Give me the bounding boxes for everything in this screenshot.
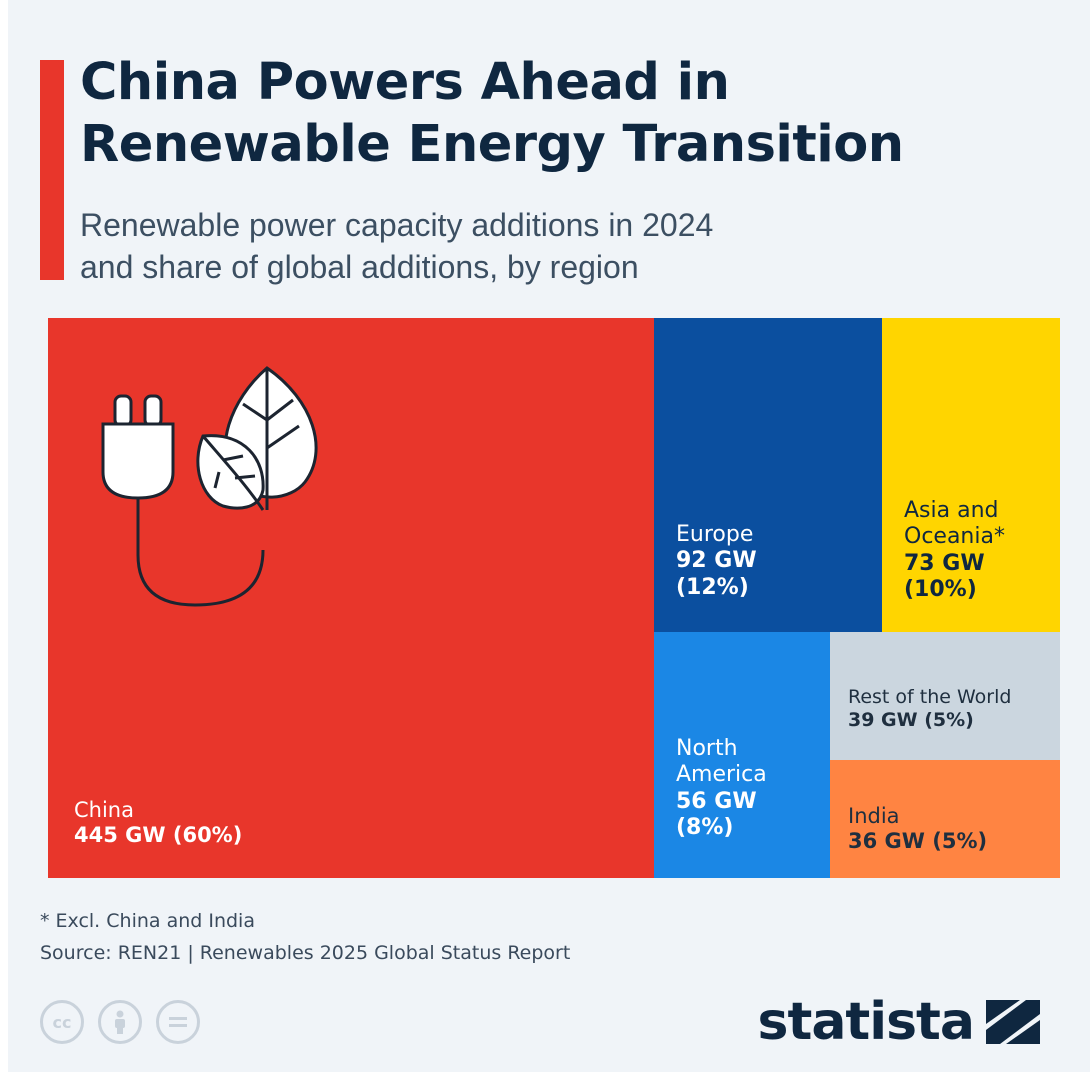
region-value: 56 GW: [676, 788, 757, 814]
license-icons: cc: [40, 1000, 200, 1044]
region-value: (12%): [676, 574, 749, 600]
region-value: 36 GW (5%): [848, 829, 988, 854]
nd-icon[interactable]: [156, 1000, 200, 1044]
region-value: 445 GW (60%): [74, 823, 243, 848]
tile-asia-oceania: Asia and Oceania* 73 GW (10%): [882, 318, 1060, 632]
tile-north-america-label: North America 56 GW (8%): [676, 736, 767, 842]
region-name: Rest of the World: [848, 686, 1012, 708]
region-name: Europe: [676, 522, 754, 547]
tile-india-label: India 36 GW (5%): [848, 804, 987, 854]
tile-north-america: North America 56 GW (8%): [654, 632, 830, 878]
region-name: Asia and: [904, 498, 999, 523]
title-line-1: China Powers Ahead in: [80, 53, 730, 112]
tile-europe: Europe 92 GW (12%): [654, 318, 882, 632]
title-line-2: Renewable Energy Transition: [80, 115, 904, 175]
region-value: (8%): [676, 815, 734, 841]
region-name: China: [74, 798, 134, 822]
footnote-block: * Excl. China and India Source: REN21 | …: [40, 905, 570, 970]
page-title: China Powers Ahead in Renewable Energy T…: [80, 52, 904, 176]
tile-rest-of-world-label: Rest of the World 39 GW (5%): [848, 686, 1011, 732]
region-name: Oceania*: [904, 524, 1005, 550]
region-value: 73 GW: [904, 550, 985, 576]
region-value: 92 GW: [676, 548, 757, 574]
tile-europe-label: Europe 92 GW (12%): [676, 522, 757, 601]
region-value: 39 GW (5%): [848, 708, 974, 731]
region-name: America: [676, 762, 767, 788]
plug-leaf-icon: [101, 366, 318, 607]
region-name: North: [676, 736, 738, 761]
subtitle-line-2: and share of global additions, by region: [80, 248, 639, 285]
tile-rest-of-world: Rest of the World 39 GW (5%): [830, 632, 1060, 760]
brand-name: statista: [757, 992, 975, 1052]
tile-asia-oceania-label: Asia and Oceania* 73 GW (10%): [904, 498, 1005, 604]
by-icon[interactable]: [98, 1000, 142, 1044]
statista-logo-icon: [986, 1000, 1040, 1044]
footnote: * Excl. China and India: [40, 910, 255, 932]
tile-india: India 36 GW (5%): [830, 760, 1060, 878]
statista-brand[interactable]: statista: [758, 992, 1040, 1052]
source-note: Source: REN21 | Renewables 2025 Global S…: [40, 942, 571, 965]
tile-china-label: China 445 GW (60%): [74, 798, 242, 848]
region-name: India: [848, 804, 900, 828]
subtitle: Renewable power capacity additions in 20…: [80, 205, 713, 288]
region-value: (10%): [904, 577, 977, 603]
subtitle-line-1: Renewable power capacity additions in 20…: [80, 207, 714, 243]
cc-icon[interactable]: cc: [40, 1000, 84, 1044]
accent-bar: [40, 60, 64, 280]
